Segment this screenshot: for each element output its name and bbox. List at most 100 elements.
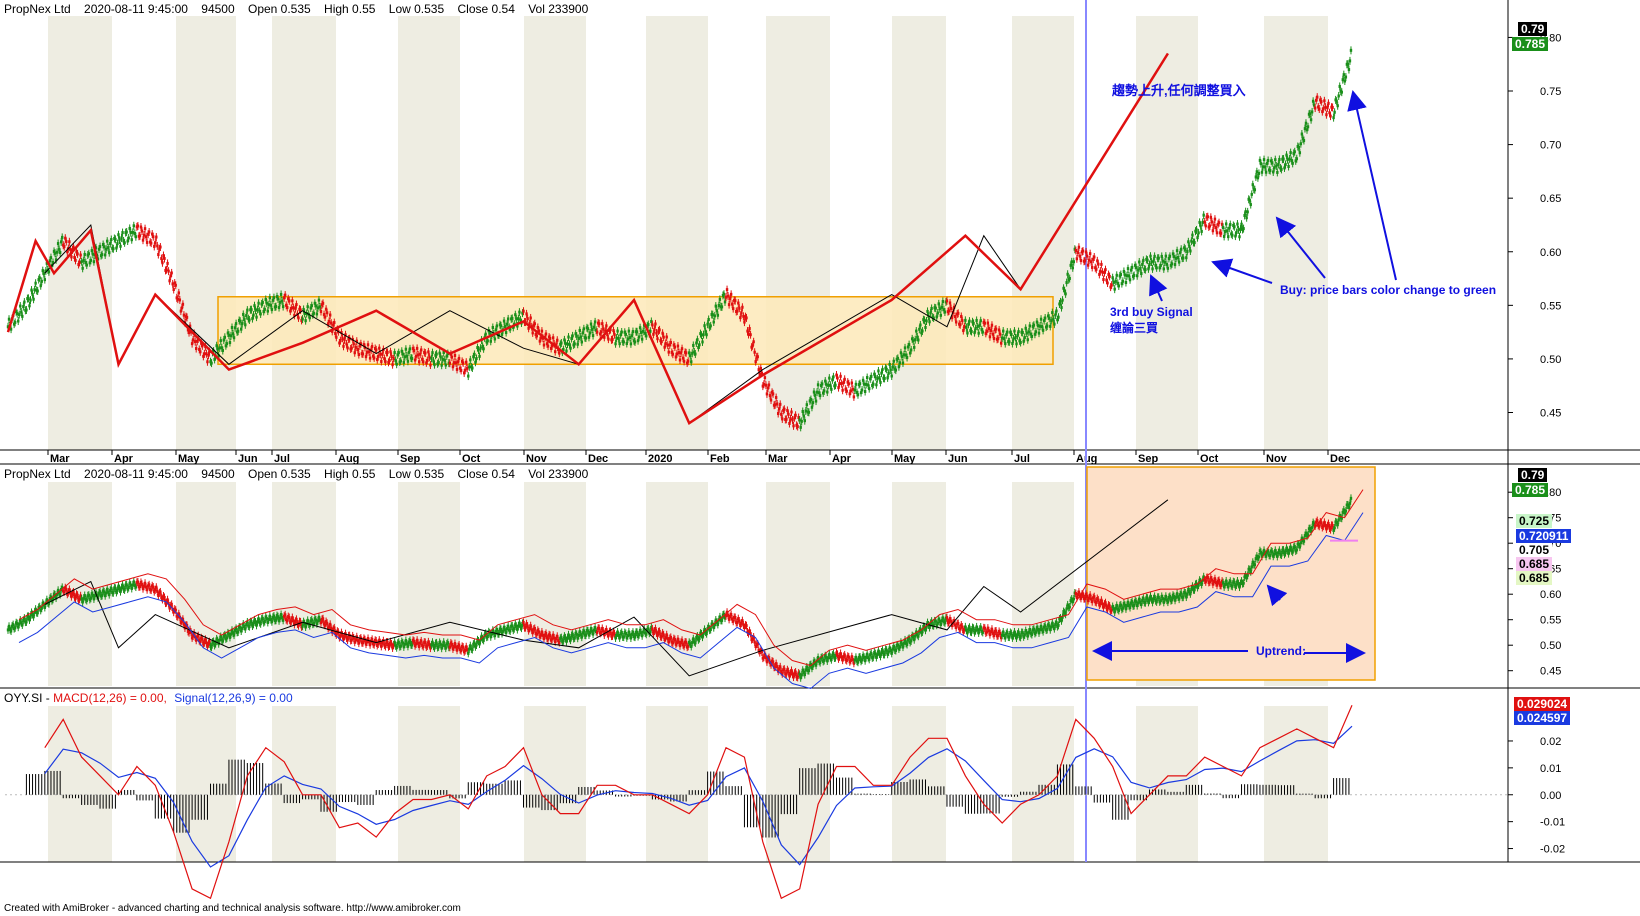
price-bar-body — [450, 642, 454, 646]
price-bar-body — [22, 305, 25, 309]
price-bar-body — [499, 627, 503, 631]
price-bar-body — [1257, 171, 1261, 175]
price-bar-body — [142, 233, 146, 237]
price-bar-body — [1127, 274, 1131, 278]
price-bar-body — [896, 643, 900, 647]
price-bar-body — [9, 327, 13, 331]
price-bar-body — [637, 335, 641, 339]
price-bar-body — [1274, 158, 1277, 162]
price-bar-body — [368, 356, 372, 360]
price-bar-body — [180, 306, 184, 310]
price-bar-body — [957, 311, 960, 315]
price-bar-body — [484, 332, 487, 336]
price-bar-body — [1042, 319, 1046, 323]
price-bar-body — [1085, 594, 1089, 598]
price-bar-body — [1129, 268, 1133, 272]
price-bar-body — [407, 350, 411, 354]
price-bar-body — [565, 639, 568, 643]
price-bar-body — [13, 626, 17, 630]
price-bar-body — [370, 637, 374, 641]
price-bar-body — [796, 425, 799, 429]
price-bar-body — [328, 622, 332, 626]
price-bar-body — [1165, 262, 1169, 266]
price-bar-body — [70, 595, 73, 599]
price-bar-body — [327, 625, 331, 629]
price-bar-body — [654, 627, 657, 631]
price-bar-body — [1137, 268, 1140, 272]
price-bar-body — [149, 588, 153, 592]
price-bar-body — [864, 655, 868, 659]
price-bar-body — [1166, 266, 1170, 270]
price-bar-body — [193, 340, 197, 344]
price-bar-body — [847, 382, 850, 386]
price-bar-body — [589, 322, 593, 326]
price-bar-body — [1149, 594, 1152, 598]
price-bar-body — [1151, 267, 1154, 271]
price-bar-body — [627, 630, 631, 634]
price-bar-body — [1070, 597, 1073, 601]
price-bar-body — [80, 597, 83, 601]
price-bar-body — [196, 339, 199, 343]
price-bar-body — [379, 641, 382, 645]
price-bar-body — [38, 605, 41, 609]
price-bar-body — [749, 632, 752, 636]
price-bar-body — [232, 336, 236, 340]
price-bar-body — [686, 359, 690, 363]
price-bar-body — [774, 396, 778, 400]
price-bar-body — [1051, 311, 1054, 315]
price-bar-body — [707, 624, 710, 628]
price-bar-body — [76, 593, 79, 597]
price-bar-body — [966, 631, 969, 635]
price-bar-body — [442, 640, 445, 644]
price-bar-body — [1301, 137, 1305, 141]
price-bar-body — [455, 648, 459, 652]
price-bar-body — [218, 346, 221, 350]
price-bar-body — [885, 648, 888, 652]
price-bar-body — [147, 583, 151, 587]
price-bar-body — [210, 645, 213, 649]
price-bar-body — [393, 351, 396, 355]
price-bar-body — [1179, 247, 1183, 251]
price-bar-body — [1032, 627, 1036, 631]
price-bar-body — [879, 380, 882, 384]
price-bar-body — [1187, 240, 1190, 244]
price-bar-body — [279, 613, 283, 617]
price-bar-body — [195, 638, 198, 642]
price-bar-body — [584, 633, 588, 637]
price-bar-body — [869, 377, 872, 381]
price-bar-body — [452, 361, 456, 365]
price-bar-body — [410, 356, 414, 360]
price-bar-body — [536, 628, 540, 632]
price-bar-body — [661, 631, 664, 635]
price-bar-body — [377, 354, 380, 358]
price-bar-body — [764, 656, 768, 660]
price-bar-body — [250, 308, 253, 312]
price-bar-body — [216, 347, 219, 351]
price-bar-body — [250, 620, 253, 624]
price-bar-body — [1011, 342, 1014, 346]
price-bar-body — [1111, 276, 1114, 280]
price-bar-body — [484, 631, 487, 635]
price-bar-body — [159, 245, 162, 249]
price-bar-body — [497, 333, 501, 337]
price-bar-body — [576, 342, 579, 346]
price-bar-body — [994, 629, 998, 633]
price-bar-body — [63, 590, 66, 594]
price-bar-body — [809, 398, 813, 402]
price-bar-body — [961, 625, 964, 629]
price-bar-body — [854, 382, 858, 386]
price-bar-body — [240, 327, 243, 331]
price-bar-body — [33, 610, 36, 614]
price-bar-body — [542, 637, 546, 641]
price-bar-body — [509, 327, 512, 331]
price-bar-body — [322, 313, 326, 317]
price-bar-body — [122, 239, 125, 243]
price-bar-body — [593, 320, 597, 324]
price-bar-body — [1160, 254, 1163, 258]
price-bar-body — [1214, 226, 1218, 230]
price-bar-body — [448, 645, 452, 649]
price-bar-body — [912, 635, 915, 639]
price-bar-body — [533, 322, 536, 326]
price-bar-body — [989, 328, 993, 332]
